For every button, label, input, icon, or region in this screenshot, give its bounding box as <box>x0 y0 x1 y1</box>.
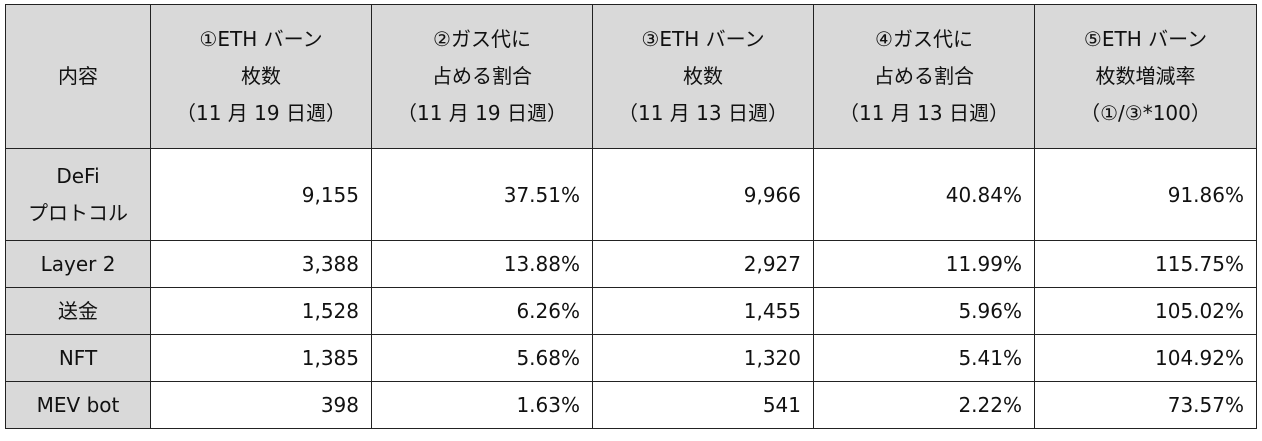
value-cell: 1,528 <box>150 287 372 335</box>
cell-line: 占める割合 <box>874 64 974 88</box>
cell-line: （①/③*100） <box>1080 101 1211 125</box>
data-row: Layer 2 3,388 13.88% 2,927 11.99% 115.75% <box>5 240 1257 288</box>
value-cell: 13.88% <box>371 240 593 288</box>
value-cell: 1,385 <box>150 334 372 382</box>
row-label: DeFi プロトコル <box>5 148 151 241</box>
cell-line: MEV bot <box>36 392 120 417</box>
cell-line: プロトコル <box>28 200 128 225</box>
cell-line: （11 月 19 日週） <box>176 101 346 125</box>
value-cell: 11.99% <box>813 240 1035 288</box>
cell-line: （11 月 13 日週） <box>839 101 1009 125</box>
data-row: MEV bot 398 1.63% 541 2.22% 73.57% <box>5 381 1257 429</box>
value-cell: 1,455 <box>592 287 814 335</box>
header-cell: ④ガス代に占める割合 （11 月 13 日週） <box>813 4 1035 149</box>
data-table: 内容 ①ETH バーン 枚数 （11 月 19 日週） ②ガス代に 占める割合 （11 月 … <box>5 4 1257 429</box>
value-cell: 104.92% <box>1034 334 1257 382</box>
header-cell: ①ETH バーン 枚数 （11 月 19 日週） <box>150 4 372 149</box>
cell-line: 枚数 <box>683 64 723 88</box>
cell-line: 枚数 <box>241 64 281 88</box>
cell-line: DeFi <box>56 163 100 188</box>
value-cell: 5.96% <box>813 287 1035 335</box>
cell-line: （11 月 13 日週） <box>618 101 788 125</box>
cell-line: ①ETH バーン <box>199 27 323 51</box>
header-cell: 内容 <box>5 4 151 149</box>
data-row: 送金 1,528 6.26% 1,455 5.96% 105.02% <box>5 287 1257 335</box>
value-cell: 115.75% <box>1034 240 1257 288</box>
cell-line: ②ガス代に <box>433 27 531 51</box>
value-cell: 37.51% <box>371 148 593 241</box>
header-cell: ⑤ETH バーン 枚数増減率 （①/③*100） <box>1034 4 1257 149</box>
row-label: MEV bot <box>5 381 151 429</box>
cell-line: （11 月 19 日週） <box>397 101 567 125</box>
value-cell: 541 <box>592 381 814 429</box>
cell-line: ④ガス代に <box>875 27 973 51</box>
cell-line: ③ETH バーン <box>641 27 765 51</box>
header-cell: ③ETH バーン 枚数 （11 月 13 日週） <box>592 4 814 149</box>
value-cell: 9,155 <box>150 148 372 241</box>
cell-line: 枚数増減率 <box>1095 64 1196 88</box>
value-cell: 91.86% <box>1034 148 1257 241</box>
value-cell: 73.57% <box>1034 381 1257 429</box>
cell-line: 占める割合 <box>432 64 532 88</box>
value-cell: 9,966 <box>592 148 814 241</box>
cell-line: ⑤ETH バーン <box>1083 27 1208 51</box>
value-cell: 1,320 <box>592 334 814 382</box>
value-cell: 398 <box>150 381 372 429</box>
data-row: NFT 1,385 5.68% 1,320 5.41% 104.92% <box>5 334 1257 382</box>
row-label: 送金 <box>5 287 151 335</box>
cell-line: 送金 <box>58 298 98 323</box>
header-cell: ②ガス代に占める割合 （11 月 19 日週） <box>371 4 593 149</box>
cell-line: Layer 2 <box>40 251 116 276</box>
value-cell: 2,927 <box>592 240 814 288</box>
data-row: DeFi プロトコル 9,155 37.51% 9,966 40.84% 91.86% <box>5 148 1257 241</box>
value-cell: 6.26% <box>371 287 593 335</box>
value-cell: 105.02% <box>1034 287 1257 335</box>
header-row: 内容 ①ETH バーン 枚数 （11 月 19 日週） ②ガス代に 占める割合 （11 月 … <box>5 4 1257 149</box>
value-cell: 3,388 <box>150 240 372 288</box>
value-cell: 2.22% <box>813 381 1035 429</box>
value-cell: 1.63% <box>371 381 593 429</box>
row-label: NFT <box>5 334 151 382</box>
value-cell: 5.68% <box>371 334 593 382</box>
cell-line: 内容 <box>58 64 98 88</box>
cell-line: NFT <box>58 345 98 370</box>
value-cell: 40.84% <box>813 148 1035 241</box>
value-cell: 5.41% <box>813 334 1035 382</box>
row-label: Layer 2 <box>5 240 151 288</box>
